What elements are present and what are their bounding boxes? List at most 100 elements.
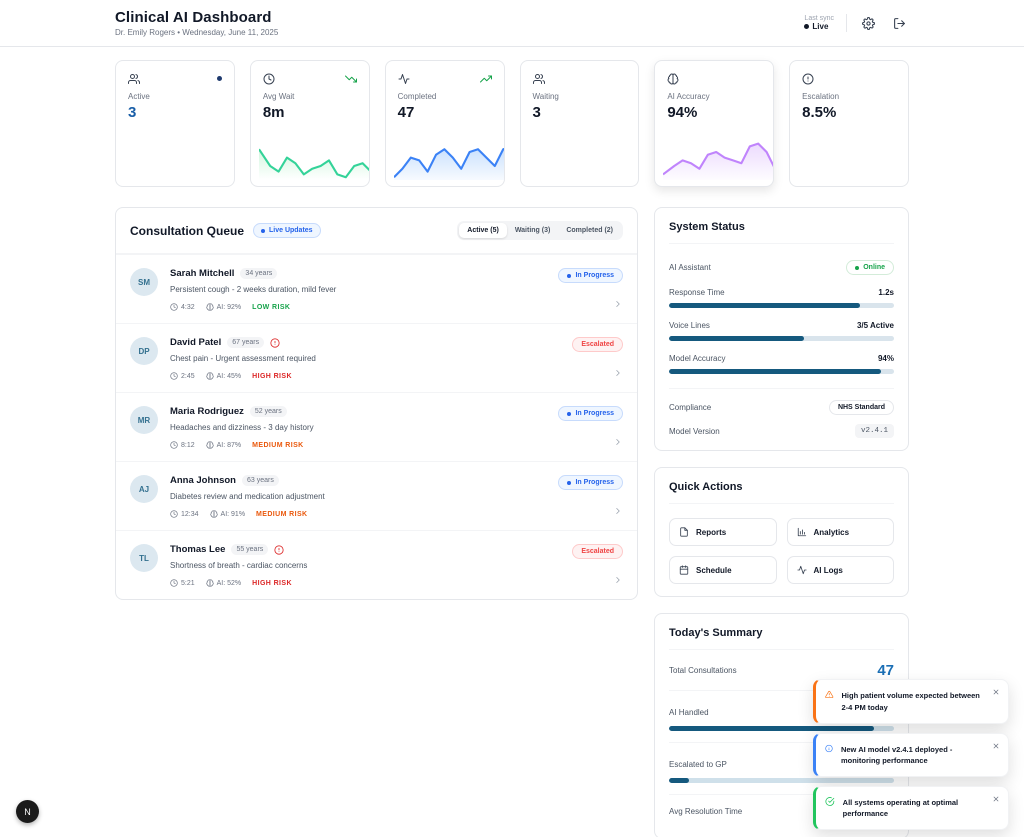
toast-info: New AI model v2.4.1 deployed - monitorin… [813, 732, 1009, 777]
compliance-label: Compliance [669, 403, 712, 412]
check-circle-icon [825, 796, 835, 806]
dev-tools-badge[interactable]: N [16, 800, 39, 823]
alert-circle-icon [802, 73, 814, 85]
right-column: System Status AI Assistant Online Respon… [654, 207, 909, 837]
chevron-right-icon[interactable] [613, 575, 623, 585]
voice-lines-label: Voice Lines [669, 321, 710, 330]
settings-button[interactable] [859, 14, 878, 33]
close-icon[interactable] [992, 688, 1000, 696]
schedule-button[interactable]: Schedule [669, 556, 777, 584]
activity-icon [398, 74, 410, 84]
quick-actions-title: Quick Actions [669, 481, 894, 504]
reports-button[interactable]: Reports [669, 518, 777, 546]
toast-warning: High patient volume expected between 2-4… [813, 679, 1009, 724]
risk-label: MEDIUM RISK [256, 510, 308, 518]
queue-tabs: Active (5) Waiting (3) Completed (2) [457, 221, 623, 240]
escalated-to-gp-row: Escalated to GP [669, 743, 894, 795]
divider [669, 388, 894, 389]
analytics-button[interactable]: Analytics [786, 518, 894, 546]
logout-button[interactable] [890, 14, 909, 33]
model-version-value: v2.4.1 [854, 424, 894, 438]
voice-lines-value: 3/5 Active [856, 321, 894, 330]
warning-triangle-icon [825, 691, 834, 699]
gear-icon [862, 16, 875, 30]
patient-row-thomas-lee[interactable]: TL Thomas Lee 55 years Shortness of brea… [116, 530, 637, 599]
toast-message: All systems operating at optimal perform… [842, 797, 959, 819]
avatar: DP [130, 337, 158, 365]
stat-card-active[interactable]: Active 3 [115, 60, 235, 187]
stat-card-avg-wait[interactable]: Avg Wait 8m [249, 60, 370, 187]
patient-row-david-patel[interactable]: DP David Patel 67 years Chest pain - Urg… [116, 323, 637, 392]
live-updates-badge: Live Updates [253, 223, 321, 238]
wait-time: 8:12 [170, 441, 195, 449]
online-badge: Online [846, 260, 894, 275]
stat-label: Completed [397, 92, 437, 101]
wait-time: 5:21 [170, 579, 195, 587]
calendar-icon [679, 565, 689, 575]
voice-lines-bar [669, 336, 894, 341]
quick-actions-card: Quick Actions Reports Analytics Schedule [654, 467, 909, 597]
patient-row-sarah-mitchell[interactable]: SM Sarah Mitchell 34 years Persistent co… [116, 254, 637, 323]
system-status-title: System Status [669, 221, 894, 244]
clock-icon [170, 303, 178, 311]
toast-message: New AI model v2.4.1 deployed - monitorin… [840, 744, 953, 766]
ai-confidence: AI: 87% [205, 441, 241, 449]
close-icon[interactable] [992, 742, 1000, 750]
escalated-to-gp-bar [669, 778, 894, 783]
avatar: SM [130, 268, 158, 296]
logout-icon [894, 17, 905, 29]
status-dot-icon [567, 411, 572, 416]
trending-down-icon [344, 75, 357, 83]
patient-name: Sarah Mitchell [170, 268, 235, 279]
patient-age: 55 years [231, 544, 269, 555]
patient-row-maria-rodriguez[interactable]: MR Maria Rodriguez 52 years Headaches an… [116, 392, 637, 461]
users-icon [128, 74, 140, 84]
last-sync-label: Last sync [804, 15, 834, 22]
stat-card-waiting[interactable]: Waiting 3 [519, 60, 640, 187]
brain-icon [667, 73, 679, 85]
header-divider [846, 14, 847, 32]
stat-card-completed[interactable]: Completed 47 [384, 60, 505, 187]
clock-icon [263, 73, 275, 85]
clock-icon [170, 372, 178, 380]
chevron-right-icon[interactable] [613, 506, 623, 516]
close-icon[interactable] [992, 795, 1000, 803]
stat-label: Waiting [532, 92, 559, 101]
info-circle-icon [825, 744, 833, 752]
patient-row-anna-johnson[interactable]: AJ Anna Johnson 63 years Diabetes review… [116, 461, 637, 530]
status-badge: In Progress [558, 406, 623, 421]
live-dot-icon [804, 24, 810, 29]
brain-icon [205, 441, 214, 449]
stat-label: Escalation [802, 92, 840, 101]
avg-resolution-time-label: Avg Resolution Time [669, 807, 743, 816]
total-consultations-value: 47 [877, 662, 894, 679]
stat-label: Active [128, 92, 150, 101]
stat-card-escalation[interactable]: Escalation 8.5% [789, 60, 909, 187]
patient-description: Shortness of breath - cardiac concerns [170, 561, 308, 570]
wait-time: 12:34 [170, 510, 199, 518]
tab-completed[interactable]: Completed (2) [558, 223, 621, 238]
tab-waiting[interactable]: Waiting (3) [507, 223, 559, 238]
clock-icon [170, 510, 178, 518]
patient-name: Anna Johnson [170, 475, 236, 486]
stats-row: Active 3 Avg Wait 8m Completed 47 [115, 60, 909, 187]
model-accuracy-bar [669, 369, 894, 374]
stat-label: AI Accuracy [667, 92, 710, 101]
trending-up-icon [479, 75, 492, 83]
stat-card-ai-accuracy[interactable]: AI Accuracy 94% [654, 60, 775, 187]
ai-accuracy-sparkline [663, 142, 774, 180]
patient-age: 67 years [227, 337, 265, 348]
chevron-right-icon[interactable] [613, 299, 623, 309]
risk-label: LOW RISK [252, 303, 291, 311]
chevron-right-icon[interactable] [613, 437, 623, 447]
tab-active[interactable]: Active (5) [459, 223, 507, 238]
risk-label: HIGH RISK [252, 579, 292, 587]
active-indicator-dot-icon [216, 76, 222, 81]
clock-icon [170, 579, 178, 587]
status-badge: Escalated [572, 544, 623, 559]
ai-logs-button[interactable]: AI Logs [786, 556, 894, 584]
completed-sparkline [393, 147, 504, 180]
status-dot-icon [567, 273, 572, 278]
avatar: MR [130, 406, 158, 434]
chevron-right-icon[interactable] [613, 368, 623, 378]
